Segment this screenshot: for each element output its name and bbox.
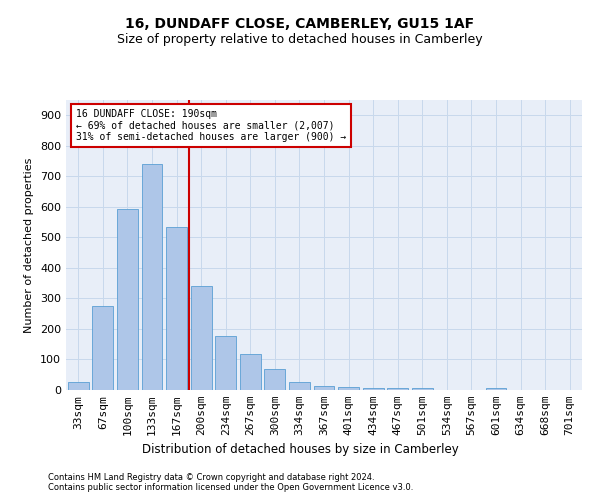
Bar — [142, 164, 163, 390]
Bar — [289, 382, 310, 390]
Bar — [485, 388, 506, 390]
Bar — [387, 388, 408, 390]
Bar — [166, 226, 187, 390]
Bar — [92, 306, 113, 390]
Bar — [215, 336, 236, 390]
Bar — [412, 388, 433, 390]
Text: Contains public sector information licensed under the Open Government Licence v3: Contains public sector information licen… — [48, 482, 413, 492]
Bar — [68, 382, 89, 390]
Y-axis label: Number of detached properties: Number of detached properties — [25, 158, 34, 332]
Bar — [117, 209, 138, 390]
Bar — [191, 286, 212, 390]
Bar — [265, 369, 286, 390]
Bar — [314, 386, 334, 390]
Text: Distribution of detached houses by size in Camberley: Distribution of detached houses by size … — [142, 442, 458, 456]
Bar — [362, 388, 383, 390]
Text: 16 DUNDAFF CLOSE: 190sqm
← 69% of detached houses are smaller (2,007)
31% of sem: 16 DUNDAFF CLOSE: 190sqm ← 69% of detach… — [76, 108, 347, 142]
Text: Contains HM Land Registry data © Crown copyright and database right 2024.: Contains HM Land Registry data © Crown c… — [48, 472, 374, 482]
Text: Size of property relative to detached houses in Camberley: Size of property relative to detached ho… — [117, 32, 483, 46]
Bar — [240, 354, 261, 390]
Bar — [338, 386, 359, 390]
Text: 16, DUNDAFF CLOSE, CAMBERLEY, GU15 1AF: 16, DUNDAFF CLOSE, CAMBERLEY, GU15 1AF — [125, 18, 475, 32]
